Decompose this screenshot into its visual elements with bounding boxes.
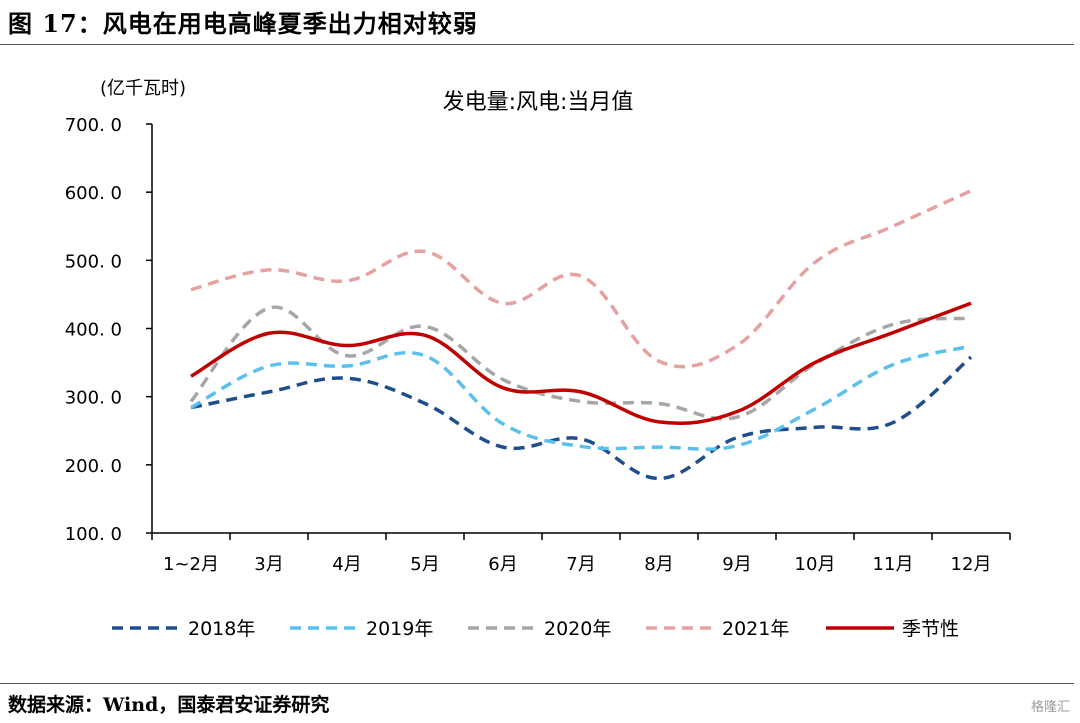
series-line-3 bbox=[190, 189, 972, 369]
line-chart: (亿千瓦时) 发电量:风电:当月值 100. 0 200. 0 300. 0 400.… bbox=[65, 78, 1011, 640]
legend-label-3: 2021年 bbox=[722, 618, 789, 640]
y-tick-label: 200. 0 bbox=[65, 456, 122, 477]
y-tick-label: 300. 0 bbox=[65, 388, 122, 409]
x-tick-label: 6月 bbox=[488, 554, 517, 575]
x-tick-label: 5月 bbox=[410, 554, 439, 575]
y-tick-label: 700. 0 bbox=[65, 115, 122, 136]
legend-label-0: 2018年 bbox=[188, 618, 255, 640]
watermark-logo: 格隆汇 bbox=[1030, 700, 1070, 715]
x-tick-label: 7月 bbox=[566, 554, 595, 575]
x-tick-label: 3月 bbox=[254, 554, 283, 575]
y-tick-label: 400. 0 bbox=[65, 320, 122, 341]
chart-title: 发电量:风电:当月值 bbox=[443, 90, 634, 115]
legend-label-4: 季节性 bbox=[902, 618, 959, 640]
series-line-4 bbox=[190, 301, 972, 426]
x-tick-label: 12月 bbox=[951, 554, 992, 575]
legend-label-2: 2020年 bbox=[544, 618, 611, 640]
legend: 2018年 2019年 2020年 2021年 季节性 bbox=[112, 618, 959, 640]
y-tick-label: 500. 0 bbox=[65, 251, 122, 272]
x-tick-label: 11月 bbox=[873, 554, 914, 575]
top-rule bbox=[0, 44, 1074, 45]
figure-title: 图 17：风电在用电高峰夏季出力相对较弱 bbox=[8, 9, 478, 38]
x-tick-label: 10月 bbox=[795, 554, 836, 575]
x-tick-label: 1~2月 bbox=[163, 554, 219, 575]
y-axis-unit-label: (亿千瓦时) bbox=[100, 78, 186, 99]
bottom-rule bbox=[0, 683, 1074, 684]
x-tick-label: 8月 bbox=[644, 554, 673, 575]
series-line-0 bbox=[190, 355, 973, 481]
axes: 100. 0 200. 0 300. 0 400. 0 500. 0 600. 0 700.… bbox=[65, 115, 1011, 575]
x-tick-label: 9月 bbox=[722, 554, 751, 575]
source-note: 数据来源：Wind，国泰君安证券研究 bbox=[8, 694, 330, 716]
series-group bbox=[189, 189, 973, 481]
x-tick-label: 4月 bbox=[332, 554, 361, 575]
series-line-1 bbox=[190, 344, 972, 451]
y-tick-label: 100. 0 bbox=[65, 524, 122, 545]
y-tick-label: 600. 0 bbox=[65, 183, 122, 204]
legend-label-1: 2019年 bbox=[366, 618, 433, 640]
